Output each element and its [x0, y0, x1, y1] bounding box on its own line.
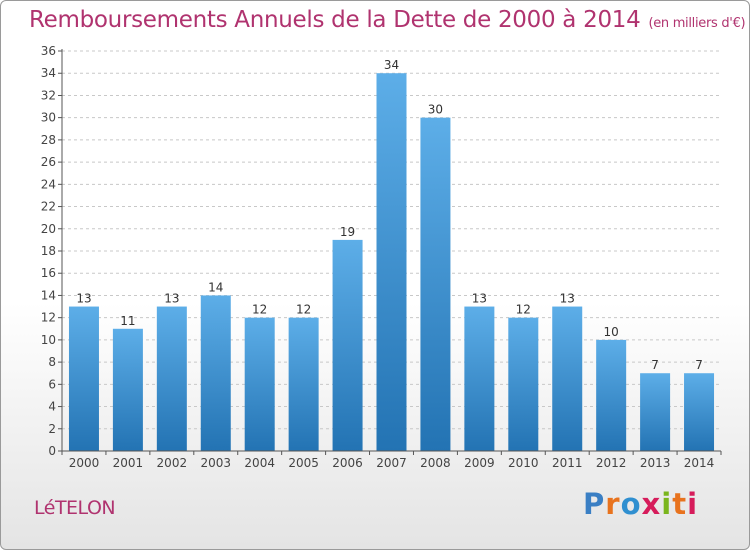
proxiti-logo: Proxiti: [583, 487, 698, 521]
y-tick-label: 26: [41, 155, 56, 169]
bar: [376, 73, 407, 451]
bar: [640, 373, 671, 451]
chart-title: Remboursements Annuels de la Dette de 20…: [29, 7, 746, 33]
x-tick-label: 2003: [200, 456, 231, 470]
y-tick-label: 24: [41, 177, 56, 191]
logo-letter: i: [661, 487, 673, 521]
y-tick-label: 4: [48, 400, 56, 414]
logo-letter: P: [583, 487, 606, 521]
x-axis-ticks: 2000 2001 2002 2003 2004 2005 2006 2007 2008 2009…: [61, 451, 722, 470]
bar: [552, 306, 583, 451]
logo-letter: r: [605, 487, 621, 521]
y-tick-label: 34: [41, 66, 56, 80]
bar: [464, 306, 495, 451]
y-tick-label: 8: [48, 355, 56, 369]
y-tick-label: 14: [41, 288, 56, 302]
x-tick-label: 2010: [508, 456, 539, 470]
x-tick-label: 2009: [464, 456, 495, 470]
logo-letter: x: [641, 487, 662, 521]
x-tick-label: 2014: [684, 456, 715, 470]
data-label: 13: [560, 292, 575, 306]
y-tick-label: 30: [41, 111, 56, 125]
axes: [61, 49, 721, 452]
logo-letter: i: [687, 487, 699, 521]
y-tick-label: 0: [48, 444, 56, 458]
y-tick-label: 6: [48, 377, 56, 391]
y-tick-label: 32: [41, 88, 56, 102]
bar: [332, 239, 363, 451]
x-tick-label: 2001: [113, 456, 144, 470]
data-label: 13: [76, 292, 91, 306]
commune-name: LéTELON: [34, 497, 116, 519]
y-tick-label: 18: [41, 244, 56, 258]
x-tick-label: 2013: [640, 456, 671, 470]
y-tick-label: 36: [41, 44, 56, 58]
data-label: 34: [384, 58, 399, 72]
x-tick-label: 2006: [332, 456, 363, 470]
logo-letter: o: [620, 487, 642, 521]
data-label: 30: [428, 103, 443, 117]
logo-letter: t: [672, 487, 688, 521]
bar: [200, 295, 231, 451]
data-label: 19: [340, 225, 355, 239]
y-tick-label: 20: [41, 222, 56, 236]
data-label: 7: [651, 358, 659, 372]
data-label: 10: [604, 325, 619, 339]
y-tick-label: 12: [41, 311, 56, 325]
bar: [244, 317, 275, 451]
bars: [68, 73, 715, 452]
y-tick-label: 10: [41, 333, 56, 347]
data-label: 11: [120, 314, 135, 328]
bar: [508, 317, 539, 451]
x-tick-label: 2000: [69, 456, 100, 470]
data-label: 13: [472, 292, 487, 306]
x-tick-label: 2008: [420, 456, 451, 470]
x-tick-label: 2011: [552, 456, 583, 470]
data-label: 7: [695, 358, 703, 372]
x-tick-label: 2005: [288, 456, 319, 470]
bar: [288, 317, 319, 451]
y-tick-label: 16: [41, 266, 56, 280]
x-tick-label: 2012: [596, 456, 627, 470]
x-tick-label: 2007: [376, 456, 407, 470]
bar: [420, 117, 451, 452]
y-tick-label: 22: [41, 200, 56, 214]
data-label: 12: [296, 303, 311, 317]
data-label: 12: [252, 303, 267, 317]
title-text: Remboursements Annuels de la Dette de 20…: [29, 7, 641, 33]
bar: [596, 339, 627, 451]
y-tick-label: 28: [41, 133, 56, 147]
bar: [684, 373, 715, 451]
bar: [112, 328, 143, 451]
data-label: 12: [516, 303, 531, 317]
data-label: 14: [208, 280, 223, 294]
bar: [68, 306, 99, 451]
title-unit: (en milliers d'€): [648, 16, 746, 31]
data-labels: 13 11 13 14 12 12 19 34 30 13 12 13 10 7 7: [76, 58, 703, 372]
y-tick-label: 2: [48, 422, 56, 436]
x-tick-label: 2004: [244, 456, 275, 470]
data-label: 13: [164, 292, 179, 306]
x-tick-label: 2002: [157, 456, 188, 470]
bar: [156, 306, 187, 451]
